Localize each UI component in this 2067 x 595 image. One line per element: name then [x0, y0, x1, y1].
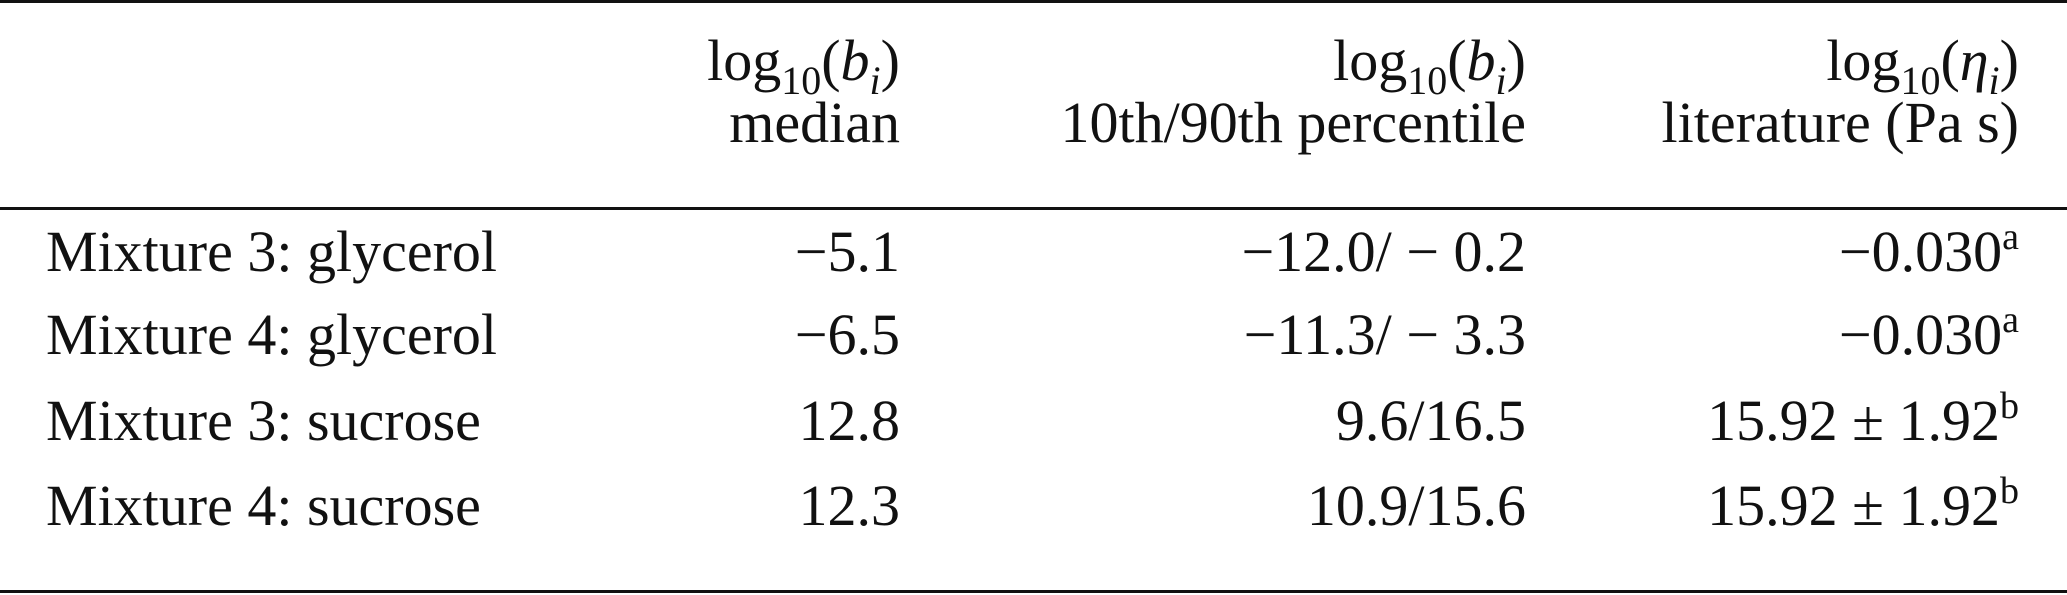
top-rule: [0, 0, 2067, 3]
literature: 15.92 ± 1.92b: [1707, 470, 2019, 542]
literature: −0.030a: [1839, 299, 2019, 371]
row-name: Mixture 3: sucrose: [46, 388, 481, 453]
math-part: log: [707, 28, 782, 93]
math-part: ): [1999, 28, 2019, 93]
row-name: Mixture 3: glycerol: [46, 219, 498, 284]
footnote-mark: b: [2000, 385, 2019, 427]
math-part: i: [869, 58, 881, 103]
median: −5.1: [794, 219, 900, 284]
percentile: 10.9/15.6: [1306, 473, 1526, 538]
percentile: −11.3/ − 3.3: [1243, 302, 1526, 367]
footnote-mark: b: [2000, 470, 2019, 512]
math-part: i: [1495, 58, 1507, 103]
math-part: ): [1506, 28, 1526, 93]
header-label: log10(ηi): [1826, 32, 2019, 104]
footnote-mark: a: [2002, 216, 2019, 258]
header-caption: 10th/90th percentile: [1060, 90, 1526, 155]
math-part: ): [880, 28, 900, 93]
math-part: i: [1988, 58, 2000, 103]
row-name: Mixture 4: sucrose: [46, 473, 481, 538]
math-part: 10: [1900, 58, 1941, 103]
footnote-mark: a: [2002, 299, 2019, 341]
literature-value: 15.92 ± 1.92: [1707, 388, 2000, 453]
math-part: (: [821, 28, 841, 93]
literature-value: 15.92 ± 1.92: [1707, 473, 2000, 538]
math-part: η: [1959, 28, 1989, 93]
mid-rule: [0, 207, 2067, 210]
literature-value: −0.030: [1838, 302, 2003, 367]
header-caption: median: [729, 90, 900, 155]
percentile: −12.0/ − 0.2: [1241, 219, 1526, 284]
math-part: log: [1333, 28, 1408, 93]
math-part: 10: [781, 58, 822, 103]
median: −6.5: [794, 302, 900, 367]
header-label: log10(bi): [707, 32, 900, 104]
math-part: (: [1447, 28, 1467, 93]
header-caption: literature (Pa s): [1661, 90, 2019, 155]
math-part: 10: [1407, 58, 1448, 103]
median: 12.3: [798, 473, 901, 538]
percentile: 9.6/16.5: [1335, 388, 1526, 453]
literature: 15.92 ± 1.92b: [1707, 385, 2019, 457]
literature-value: −0.030: [1838, 219, 2003, 284]
math-part: b: [1466, 28, 1496, 93]
literature: −0.030a: [1839, 216, 2019, 288]
bottom-rule: [0, 590, 2067, 593]
math-part: log: [1826, 28, 1901, 93]
math-part: (: [1940, 28, 1960, 93]
header-label: log10(bi): [1333, 32, 1526, 104]
median: 12.8: [798, 388, 901, 453]
row-name: Mixture 4: glycerol: [46, 302, 498, 367]
math-part: b: [840, 28, 870, 93]
